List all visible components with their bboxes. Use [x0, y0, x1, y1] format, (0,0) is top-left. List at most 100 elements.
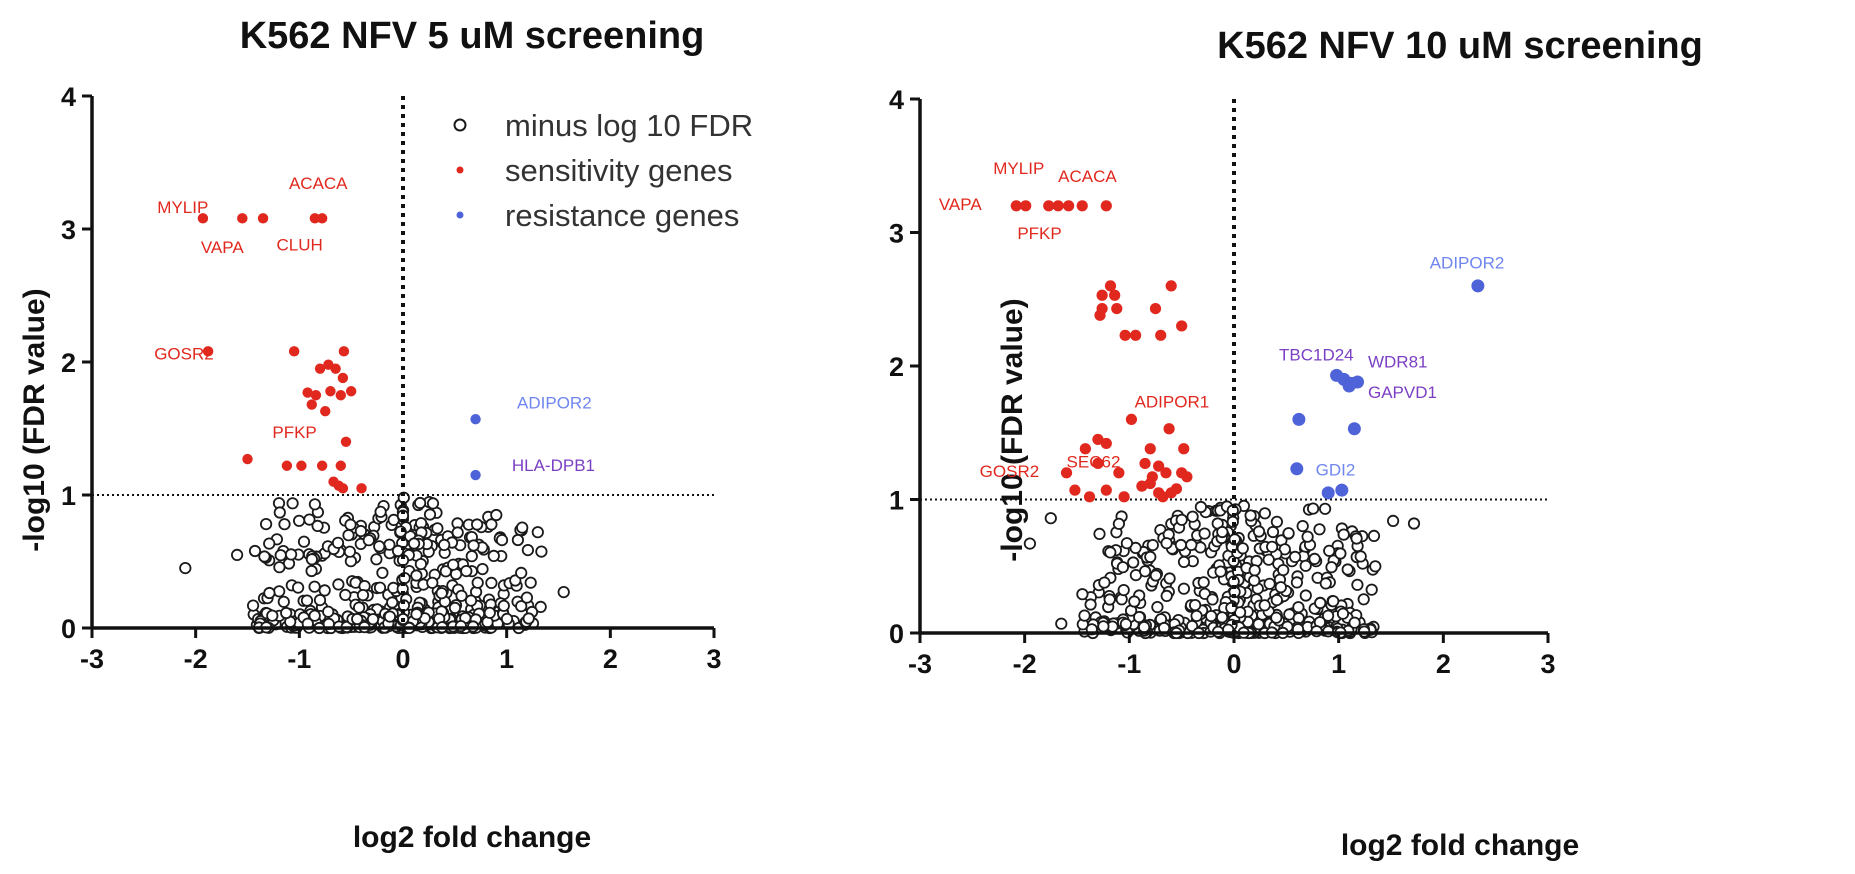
- null-point: [465, 550, 478, 563]
- null-point: [1151, 600, 1164, 614]
- null-point: [1190, 609, 1203, 623]
- null-point: [531, 526, 544, 539]
- null-point: [495, 533, 509, 547]
- gene-label: ADIPOR1: [1135, 392, 1210, 411]
- gene-label: PFKP: [272, 423, 316, 442]
- null-point: [366, 613, 380, 626]
- x-tick-label: 0: [1226, 649, 1241, 679]
- y-tick-label: 2: [889, 352, 904, 382]
- gene-label: TBC1D24: [1279, 346, 1354, 365]
- sensitivity-point: [337, 372, 349, 384]
- null-point: [1263, 577, 1276, 590]
- null-point: [274, 549, 287, 562]
- x-tick-label: 3: [1540, 649, 1555, 679]
- null-point: [308, 498, 321, 511]
- sensitivity-point: [257, 213, 269, 224]
- null-point: [1365, 583, 1378, 596]
- null-point: [522, 612, 535, 625]
- null-point: [447, 558, 460, 571]
- sensitivity-point: [1100, 437, 1112, 450]
- null-point: [356, 588, 370, 602]
- resistance-point: [1292, 412, 1306, 426]
- y-tick-label: 0: [61, 614, 76, 644]
- sensitivity-point: [1052, 200, 1064, 212]
- null-point: [1292, 601, 1305, 614]
- null-point: [557, 585, 570, 599]
- null-point: [1354, 550, 1367, 563]
- legend: minus log 10 FDR sensitivity genes resista…: [453, 108, 753, 233]
- null-point: [231, 548, 244, 562]
- null-point: [1127, 556, 1140, 569]
- null-point: [1138, 620, 1151, 634]
- sensitivity-point: [1163, 423, 1175, 435]
- null-point: [1116, 561, 1130, 574]
- null-point: [1197, 576, 1210, 589]
- null-point: [1206, 593, 1219, 606]
- gene-label: VAPA: [939, 195, 982, 214]
- sensitivity-point: [1125, 413, 1138, 425]
- chart-title: K562 NFV 5 uM screening: [240, 15, 705, 57]
- plot-area: MYLIP ACACA VAPA PFKP ADIPOR1 GOSR2 SEC62 ADIPO…: [889, 85, 1556, 679]
- null-point: [286, 497, 299, 510]
- null-point: [332, 578, 345, 591]
- null-point: [308, 609, 321, 622]
- null-point: [1270, 593, 1283, 607]
- sensitivity-point: [345, 386, 357, 397]
- null-point: [1236, 542, 1249, 555]
- null-point: [1407, 517, 1421, 530]
- null-point: [370, 553, 383, 566]
- null-point: [273, 506, 286, 519]
- null-point: [521, 543, 535, 557]
- null-point: [1337, 528, 1350, 541]
- sensitivity-point: [306, 399, 317, 410]
- y-tick-label: 0: [889, 619, 904, 649]
- null-point: [438, 538, 451, 552]
- sensitivity-point: [335, 390, 346, 401]
- sensitivity-point: [320, 406, 331, 417]
- gene-label: VAPA: [201, 238, 244, 257]
- legend-label: sensitivity genes: [505, 153, 732, 188]
- sensitivity-point: [325, 386, 336, 397]
- x-tick-label: -3: [908, 649, 932, 679]
- null-point: [1282, 527, 1295, 540]
- null-point: [1112, 517, 1126, 530]
- resistance-point: [470, 469, 481, 481]
- null-point: [273, 585, 286, 598]
- null-point: [1252, 525, 1266, 538]
- null-point: [1216, 611, 1229, 624]
- null-point: [280, 606, 293, 620]
- null-point: [497, 599, 510, 612]
- sensitivity-point: [1063, 200, 1075, 212]
- null-point: [515, 600, 528, 613]
- sensitivity-point: [1144, 477, 1156, 490]
- sensitivity-point: [1130, 329, 1142, 341]
- gene-label: ADIPOR2: [1430, 254, 1505, 273]
- null-point: [483, 606, 496, 619]
- sensitivity-point: [1100, 200, 1112, 212]
- null-point: [448, 601, 462, 615]
- gene-label: WDR81: [1368, 352, 1428, 371]
- sensitivity-point: [330, 363, 341, 374]
- null-point: [263, 586, 276, 600]
- y-tick-label: 4: [889, 85, 904, 115]
- sensitivity-point: [1165, 280, 1177, 292]
- sensitivity-point: [1079, 443, 1091, 455]
- null-point: [1248, 574, 1261, 587]
- null-point: [1175, 513, 1188, 526]
- null-point: [1252, 618, 1265, 631]
- null-point: [431, 522, 444, 535]
- sensitivity-point: [1176, 320, 1188, 332]
- null-point: [308, 580, 321, 593]
- sensitivity-point: [316, 213, 328, 224]
- sensitivity-point: [309, 213, 321, 224]
- sensitivity-point: [316, 460, 328, 471]
- null-point: [1308, 552, 1321, 566]
- sensitivity-point: [310, 390, 322, 401]
- null-point: [284, 548, 298, 561]
- null-point: [500, 612, 514, 626]
- null-point: [179, 561, 192, 575]
- sensitivity-point: [356, 483, 367, 494]
- null-point: [343, 545, 356, 558]
